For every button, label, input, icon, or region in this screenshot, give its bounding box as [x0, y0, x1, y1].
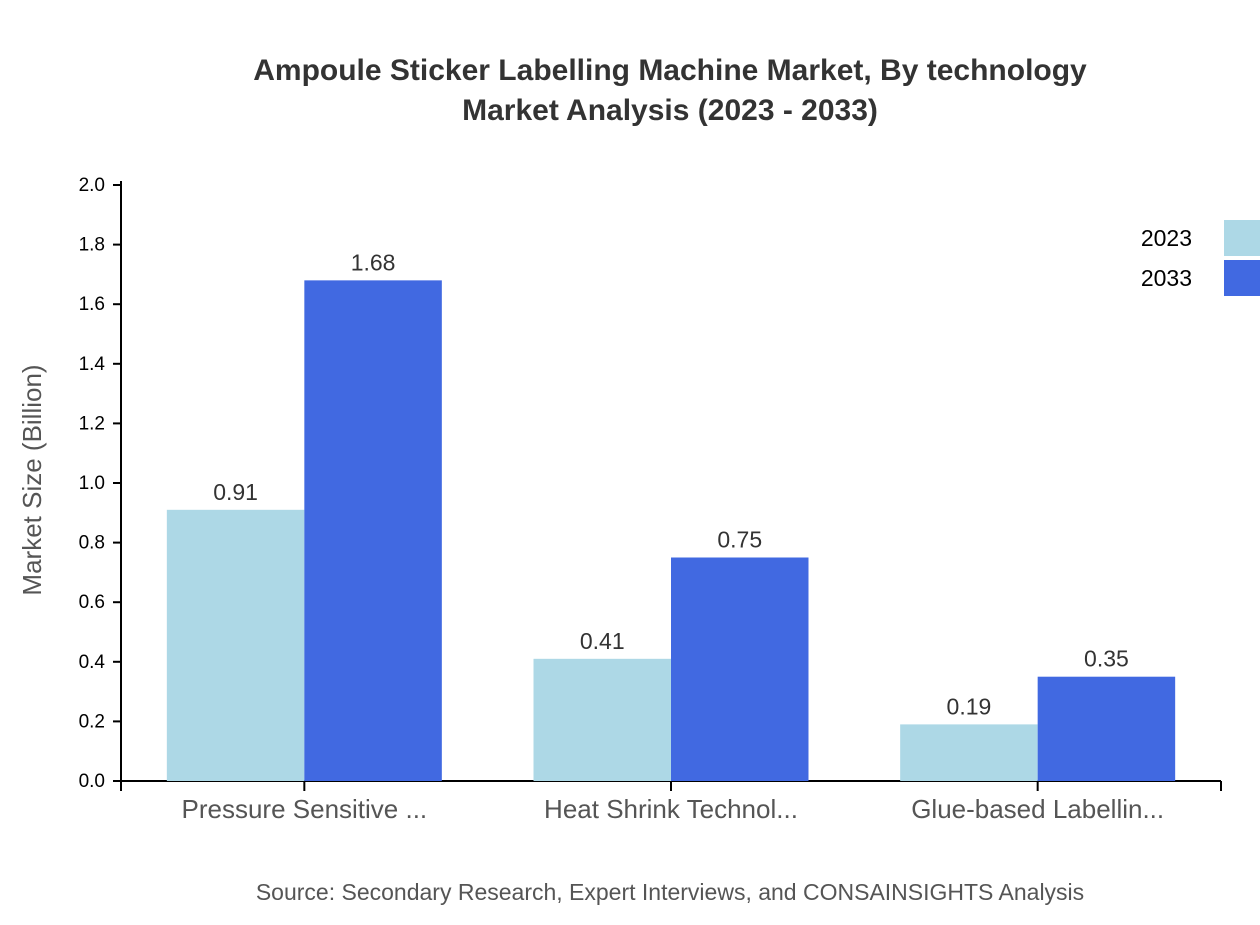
x-tick-label: Glue-based Labellin... — [911, 794, 1164, 824]
y-tick-label: 0.4 — [79, 652, 106, 673]
y-tick-label: 0.2 — [79, 711, 105, 732]
legend-label: 2033 — [1141, 265, 1192, 291]
y-tick-label: 1.0 — [79, 473, 105, 494]
chart-title: Ampoule Sticker Labelling Machine Market… — [253, 54, 1087, 87]
legend-label: 2023 — [1141, 225, 1192, 251]
y-tick-label: 1.4 — [79, 354, 106, 375]
legend-swatch — [1224, 220, 1260, 256]
y-tick-label: 0.8 — [79, 533, 105, 554]
data-label: 0.19 — [947, 693, 992, 719]
y-tick-label: 1.8 — [79, 235, 105, 256]
data-label: 0.75 — [717, 527, 762, 553]
chart-subtitle: Market Analysis (2023 - 2033) — [462, 94, 878, 127]
bar-2033 — [671, 557, 809, 781]
y-axis-label: Market Size (Billion) — [17, 364, 47, 595]
data-label: 0.35 — [1084, 646, 1129, 672]
x-tick-label: Pressure Sensitive ... — [182, 794, 428, 824]
bar-2023 — [900, 724, 1038, 781]
data-label: 0.41 — [580, 628, 625, 654]
data-label: 0.91 — [213, 479, 258, 505]
y-tick-label: 0.6 — [79, 592, 105, 613]
x-tick-label: Heat Shrink Technol... — [544, 794, 798, 824]
bar-2023 — [533, 658, 671, 781]
y-tick-label: 0.0 — [79, 771, 105, 792]
source-note: Source: Secondary Research, Expert Inter… — [256, 879, 1084, 905]
y-tick-label: 1.2 — [79, 413, 105, 434]
legend-swatch — [1224, 260, 1260, 296]
y-tick-label: 1.6 — [79, 294, 105, 315]
bar-2033 — [1037, 676, 1176, 781]
bar-2033 — [304, 280, 442, 781]
bar-2023 — [166, 509, 305, 781]
data-label: 1.68 — [351, 249, 396, 275]
y-tick-label: 2.0 — [79, 175, 105, 196]
